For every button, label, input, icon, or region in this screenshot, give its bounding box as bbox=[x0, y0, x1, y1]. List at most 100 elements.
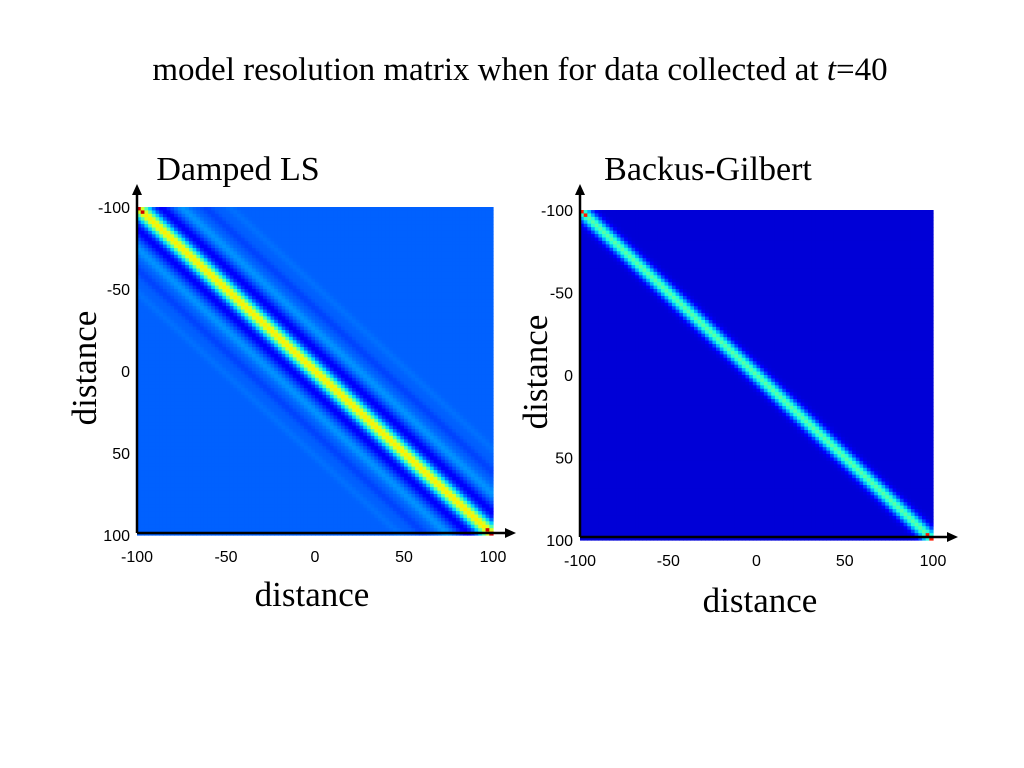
heatmap-cell bbox=[300, 213, 305, 218]
heatmap-cell bbox=[485, 217, 490, 222]
heatmap-cell bbox=[418, 217, 424, 222]
heatmap-cell bbox=[281, 210, 286, 215]
heatmap-cell bbox=[318, 220, 324, 225]
heatmap-cell bbox=[385, 217, 390, 222]
heatmap-cell bbox=[263, 207, 268, 212]
heatmap-cell bbox=[303, 210, 309, 215]
heatmap-cell bbox=[144, 213, 149, 218]
heatmap-cell bbox=[285, 220, 290, 225]
heatmap-cell bbox=[144, 220, 149, 225]
heatmap-cell bbox=[237, 213, 242, 218]
heatmap-cell bbox=[200, 217, 205, 222]
heatmap-cell bbox=[444, 217, 450, 222]
heatmap-cell bbox=[422, 210, 427, 215]
heatmap-cell bbox=[463, 207, 468, 212]
heatmap-cell bbox=[315, 217, 320, 222]
heatmap-cell bbox=[318, 213, 324, 218]
heatmap-cell bbox=[455, 213, 461, 218]
heatmap-cell bbox=[404, 210, 409, 215]
heatmap-cell bbox=[226, 207, 231, 212]
heatmap-cell bbox=[159, 213, 164, 218]
heatmap-cell bbox=[263, 213, 268, 218]
heatmap-cell bbox=[285, 207, 290, 212]
heatmap-cell bbox=[455, 217, 461, 222]
heatmap-cell bbox=[348, 207, 353, 212]
heatmap-cell bbox=[418, 210, 424, 215]
heatmap-cell bbox=[303, 220, 309, 225]
heatmap-cell bbox=[422, 207, 427, 212]
heatmap-cell bbox=[259, 210, 264, 215]
heatmap-cell bbox=[437, 207, 442, 212]
heatmap-cell bbox=[251, 210, 257, 215]
heatmap-cell bbox=[166, 220, 171, 225]
heatmap-cell bbox=[203, 213, 209, 218]
heatmap-cell bbox=[392, 207, 398, 212]
heatmap-cell bbox=[159, 220, 164, 225]
heatmap-cell bbox=[174, 210, 179, 215]
heatmap-cell bbox=[337, 207, 342, 212]
heatmap-cell bbox=[200, 220, 205, 225]
heatmap-cell bbox=[378, 213, 383, 218]
heatmap-cell bbox=[192, 210, 197, 215]
heatmap-cell bbox=[340, 217, 346, 222]
heatmap-cell bbox=[322, 220, 327, 225]
heatmap-cell bbox=[255, 210, 260, 215]
heatmap-cell bbox=[463, 213, 468, 218]
heatmap-cell bbox=[441, 217, 446, 222]
heatmap-cell bbox=[348, 210, 353, 215]
heatmap-cell bbox=[433, 217, 438, 222]
heatmap-cell bbox=[170, 220, 175, 225]
heatmap-cell bbox=[315, 207, 320, 212]
heatmap-cell bbox=[426, 217, 431, 222]
heatmap-cell bbox=[411, 213, 416, 218]
heatmap-cell bbox=[222, 210, 227, 215]
heatmap-cell bbox=[474, 210, 479, 215]
heatmap-cell bbox=[218, 217, 223, 222]
heatmap-cell bbox=[292, 217, 298, 222]
heatmap-cell bbox=[311, 207, 316, 212]
heatmap-cell bbox=[200, 210, 205, 215]
heatmap-cell bbox=[251, 217, 257, 222]
heatmap-cell bbox=[433, 210, 438, 215]
heatmap-cell bbox=[277, 220, 283, 225]
heatmap-cell bbox=[137, 220, 142, 225]
heatmap-cell bbox=[140, 220, 146, 225]
heatmap-cell bbox=[366, 217, 372, 222]
heatmap-cell bbox=[359, 210, 364, 215]
heatmap-cell bbox=[374, 217, 379, 222]
heatmap-cell bbox=[400, 217, 405, 222]
heatmap-cell bbox=[300, 217, 305, 222]
heatmap-cell bbox=[340, 213, 346, 218]
heatmap-cell bbox=[459, 210, 464, 215]
heatmap-cell bbox=[392, 210, 398, 215]
heatmap-cell bbox=[470, 210, 476, 215]
heatmap-cell bbox=[381, 217, 387, 222]
heatmap-cell bbox=[344, 210, 349, 215]
heatmap-cell bbox=[481, 217, 487, 222]
heatmap-cell bbox=[481, 207, 487, 212]
heatmap-cell bbox=[266, 210, 272, 215]
heatmap-cell bbox=[263, 217, 268, 222]
heatmap-cell bbox=[174, 213, 179, 218]
heatmap-cell bbox=[404, 217, 409, 222]
heatmap-cell bbox=[181, 210, 186, 215]
heatmap-cell bbox=[322, 207, 327, 212]
heatmap-cell bbox=[474, 217, 479, 222]
heatmap-cell bbox=[407, 213, 413, 218]
heatmap-cell bbox=[170, 217, 175, 222]
heatmap-cell bbox=[448, 213, 453, 218]
heatmap-cell bbox=[248, 220, 253, 225]
heatmap-cell bbox=[481, 213, 487, 218]
heatmap-cell bbox=[289, 210, 294, 215]
heatmap-cell bbox=[137, 207, 142, 212]
heatmap-cell bbox=[485, 213, 490, 218]
heatmap-cell bbox=[148, 220, 153, 225]
heatmap-cell bbox=[251, 220, 257, 225]
heatmap-cell bbox=[255, 207, 260, 212]
heatmap-cell bbox=[148, 210, 153, 215]
heatmap-cell bbox=[292, 207, 298, 212]
heatmap-cell bbox=[329, 213, 335, 218]
heatmap-cell bbox=[429, 207, 435, 212]
